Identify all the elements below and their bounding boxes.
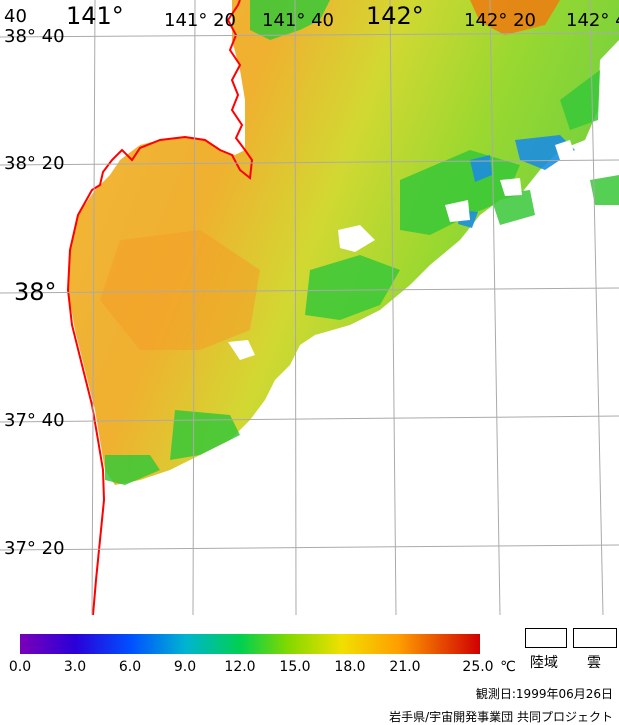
- colorbar-tick: 0.0: [8, 659, 32, 675]
- land-legend-swatch: [525, 628, 567, 648]
- longitude-label-142: 142°: [366, 2, 424, 30]
- longitude-label-142-20: 142° 20: [464, 10, 536, 31]
- longitude-label-141-20: 141° 20: [164, 10, 236, 31]
- warm-water-patches: [100, 0, 560, 350]
- cloud-gaps: [228, 140, 575, 360]
- colorbar-tick: 9.0: [173, 659, 197, 675]
- latitude-label-37-20: 37° 20: [4, 538, 65, 559]
- land-legend-label: 陸域: [530, 655, 558, 671]
- colorbar-tick: 25.0: [462, 659, 494, 675]
- latitude-label-38: 38°: [14, 278, 57, 306]
- longitude-label-141: 141°: [66, 2, 124, 30]
- colorbar-tick: 3.0: [63, 659, 87, 675]
- observation-date: 観測日:1999年06月26日: [475, 687, 613, 701]
- colorbar-unit: ℃: [500, 659, 516, 675]
- colorbar-tick: 18.0: [334, 659, 366, 675]
- coastline: [66, 0, 254, 616]
- latitude-label-37-40: 37° 40: [4, 410, 65, 431]
- graticule: [0, 0, 619, 616]
- credit-line: 岩手県/宇宙開発事業団 共同プロジェクト: [389, 710, 613, 724]
- cloud-legend-label: 雲: [587, 655, 601, 671]
- longitude-label-142-40: 142° 4: [566, 10, 619, 31]
- latitude-label-38-20: 38° 20: [4, 153, 65, 174]
- longitude-label-141-40: 141° 40: [262, 10, 334, 31]
- colorbar-tick: 21.0: [389, 659, 421, 675]
- colorbar-tick: 12.0: [224, 659, 256, 675]
- corner-label-fragment: 40: [4, 6, 27, 27]
- colorbar-tick: 6.0: [118, 659, 142, 675]
- latitude-label-38-40: 38° 40: [4, 26, 65, 47]
- colorbar-tick: 15.0: [279, 659, 311, 675]
- temperature-colorbar: [20, 634, 480, 654]
- cloud-legend-swatch: [573, 628, 617, 648]
